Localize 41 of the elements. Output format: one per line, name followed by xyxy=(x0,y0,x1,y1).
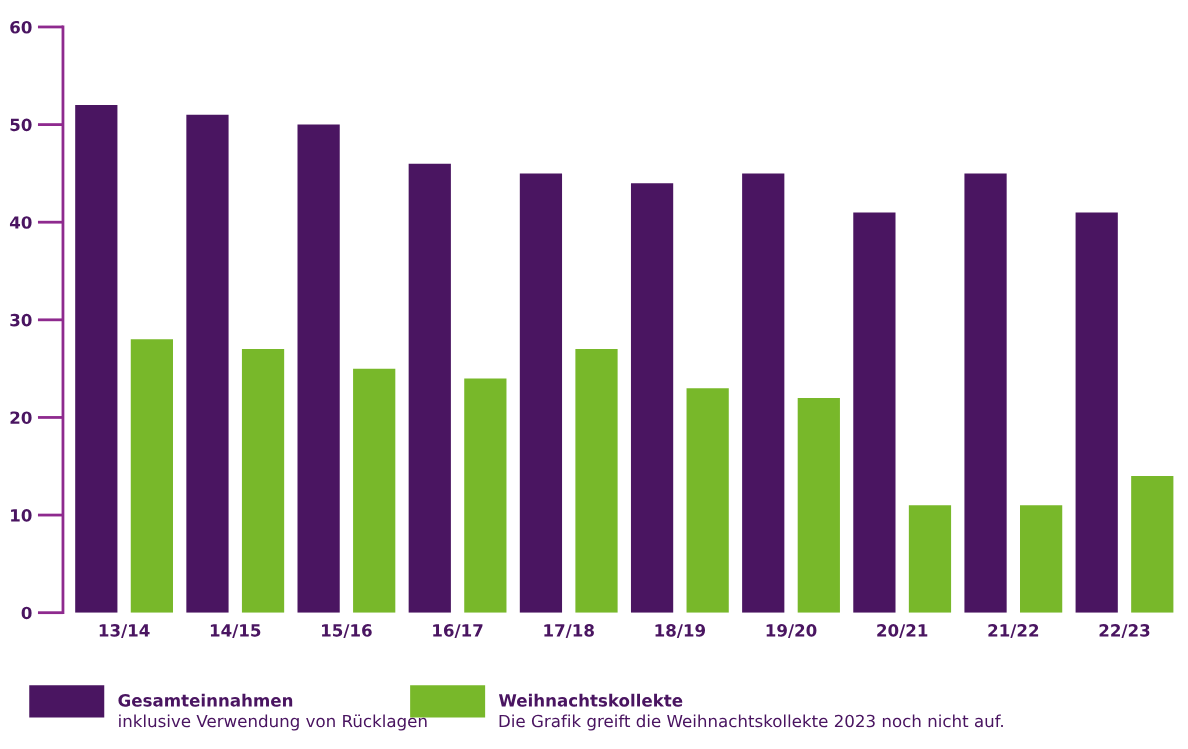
bar xyxy=(75,105,118,613)
bar xyxy=(1020,505,1063,613)
x-tick-label: 13/14 xyxy=(99,624,150,638)
bar xyxy=(1131,476,1174,613)
bar xyxy=(241,349,285,613)
bar xyxy=(186,114,229,613)
x-tick-label: 16/17 xyxy=(433,624,483,638)
text: Die Grafik greift die Weihnachtskollekte 2023 noch nicht auf. xyxy=(499,714,1003,731)
bar xyxy=(464,378,507,613)
x-tick-label: 20/21 xyxy=(877,624,928,638)
bar xyxy=(630,183,674,613)
bar xyxy=(686,388,729,613)
y-tick-label: 60 xyxy=(10,20,32,34)
x-tick-label: 18/19 xyxy=(655,624,706,638)
x-tick-label: 22/23 xyxy=(1099,624,1150,638)
y-tick-label: 0 xyxy=(21,606,32,620)
legend-label: Gesamteinnahmen xyxy=(118,693,293,707)
bar xyxy=(908,505,952,613)
x-tick-label: 19/20 xyxy=(766,624,817,638)
bar xyxy=(408,163,451,613)
y-tick-label: 10 xyxy=(11,509,32,522)
y-tick-label: 30 xyxy=(10,313,32,327)
y-tick-label: 20 xyxy=(10,411,32,425)
bar xyxy=(130,339,174,613)
bar xyxy=(1075,212,1118,613)
y-tick-label: 50 xyxy=(10,118,32,132)
bar xyxy=(964,173,1007,613)
bar xyxy=(353,368,396,613)
x-tick-label: 21/22 xyxy=(988,624,1039,638)
y-tick-label: 40 xyxy=(9,216,32,229)
x-tick-label: 15/16 xyxy=(322,624,372,638)
legend-label: Weihnachtskollekte xyxy=(498,693,683,707)
bar xyxy=(742,173,785,613)
bar xyxy=(853,212,896,613)
bar xyxy=(297,124,340,613)
bar xyxy=(797,397,840,613)
text: inklusive Verwendung von Rücklagen xyxy=(119,714,427,731)
bar xyxy=(519,173,563,613)
x-tick-label: 14/15 xyxy=(210,624,261,638)
x-tick-label: 17/18 xyxy=(544,624,594,638)
bar xyxy=(575,349,618,613)
